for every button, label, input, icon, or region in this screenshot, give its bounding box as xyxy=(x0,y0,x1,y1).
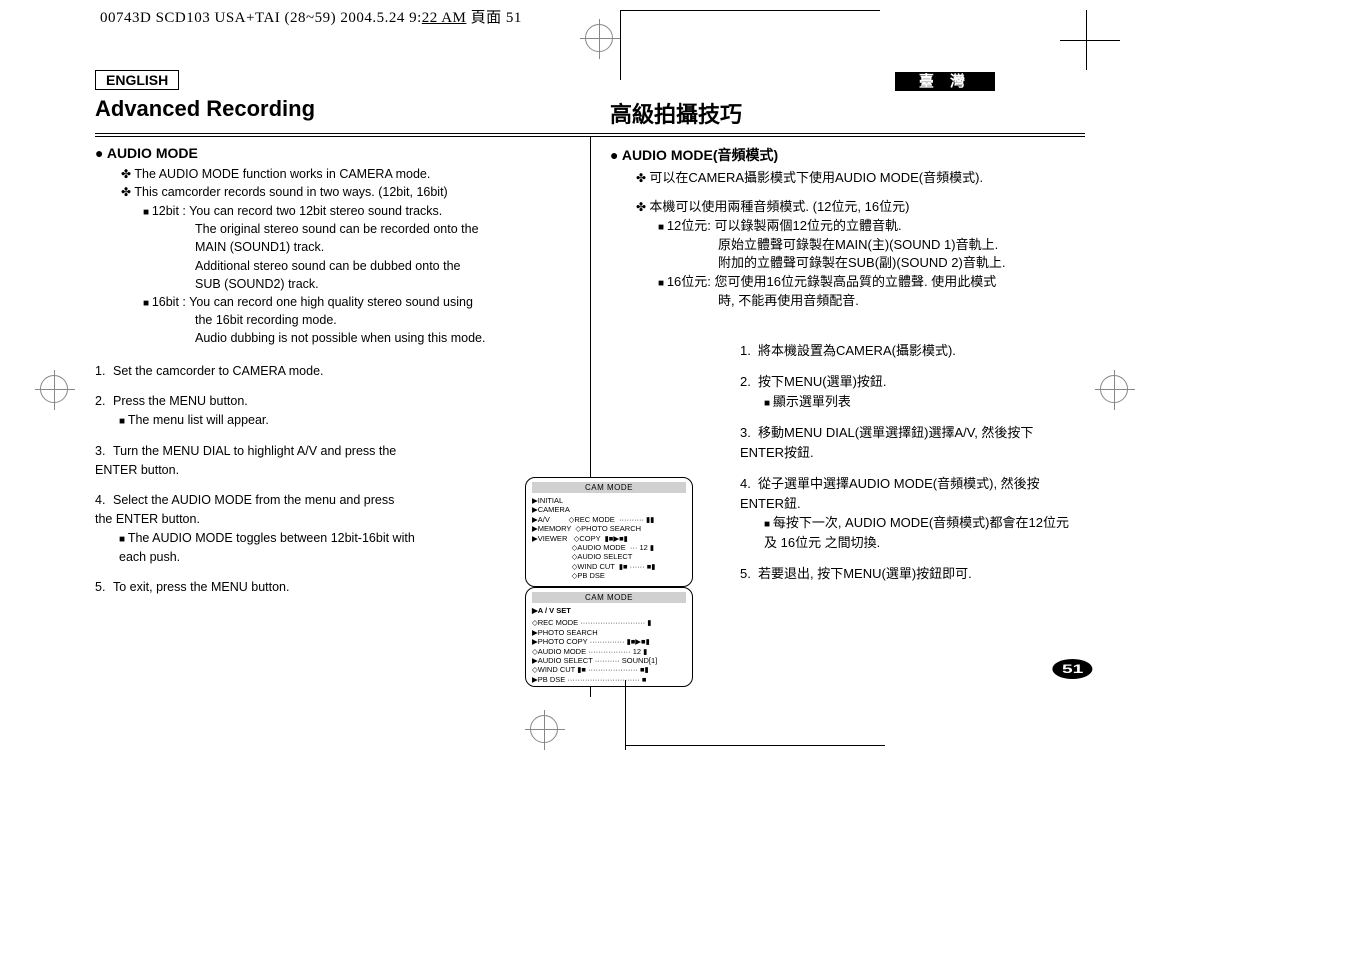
registration-mark xyxy=(1100,375,1128,403)
osd-row: ◇REC MODE ·························· ▮ xyxy=(532,618,686,627)
note: 本機可以使用兩種音頻模式. (12位元, 16位元) xyxy=(636,198,1085,217)
file-header: 00743D SCD103 USA+TAI (28~59) 2004.5.24 … xyxy=(100,6,522,27)
registration-mark xyxy=(40,375,68,403)
header-row: ENGLISH Advanced Recording 臺 灣 高級拍攝技巧 xyxy=(95,70,1085,133)
osd-row: ◇AUDIO MODE ················· 12 ▮ xyxy=(532,647,686,656)
crop-mark xyxy=(625,680,626,750)
crop-mark xyxy=(1086,10,1087,70)
section-heading-en: AUDIO MODE xyxy=(95,145,570,161)
header-page-num: 51 xyxy=(506,10,522,26)
osd-row: ▶INITIAL xyxy=(532,496,686,505)
header-prefix: 00743D SCD103 USA+TAI (28~59) 2004.5.24 … xyxy=(100,10,422,26)
osd-row: ▶MEMORY ◇PHOTO SEARCH xyxy=(532,524,686,533)
note: 可以在CAMERA攝影模式下使用AUDIO MODE(音頻模式). xyxy=(636,169,1085,188)
osd-menu-1: CAM MODE ▶INITIAL ▶CAMERA ▶A/V ◇REC MODE… xyxy=(525,477,693,587)
osd-title: CAM MODE xyxy=(532,482,686,493)
osd-row: ▶CAMERA xyxy=(532,505,686,514)
step-text: Press the MENU button. xyxy=(113,394,248,408)
osd-row: ▶A/V ◇REC MODE ·········· ▮▮ xyxy=(532,515,686,524)
osd-row: ▶VIEWER ◇COPY ▮■▶■▮ xyxy=(532,534,686,543)
note: This camcorder records sound in two ways… xyxy=(121,183,570,201)
note: Additional stereo sound can be dubbed on… xyxy=(195,257,570,275)
step-text: 移動MENU DIAL(選單選擇鈕)選擇A/V, 然後按下ENTER按鈕. xyxy=(740,425,1033,460)
osd-row: ▶AUDIO SELECT ·········· SOUND[1] xyxy=(532,656,686,665)
osd-title: CAM MODE xyxy=(532,592,686,603)
language-label-cn: 臺 灣 xyxy=(895,72,995,91)
step-sub: The menu list will appear. xyxy=(119,411,415,430)
page-number-value: 51 xyxy=(1052,659,1093,679)
osd-row: ◇WIND CUT ▮■ ······ ■▮ xyxy=(532,562,686,571)
registration-mark xyxy=(530,715,558,743)
osd-row: ◇PB DSE xyxy=(532,571,686,580)
step-text: Set the camcorder to CAMERA mode. xyxy=(113,364,324,378)
note: Audio dubbing is not possible when using… xyxy=(195,329,570,347)
registration-mark xyxy=(585,24,613,52)
note: 12位元: 可以錄製兩個12位元的立體音軌. xyxy=(658,217,1085,236)
osd-row: ▶PB DSE ····························· ■ xyxy=(532,675,686,684)
note: 12bit : You can record two 12bit stereo … xyxy=(143,202,570,221)
note: The original stereo sound can be recorde… xyxy=(195,220,570,238)
osd-row: ◇AUDIO MODE ··· 12 ▮ xyxy=(532,543,686,552)
osd-menu-2: CAM MODE ▶A / V SET ◇REC MODE ··········… xyxy=(525,587,693,687)
note: 時, 不能再使用音頻配音. xyxy=(718,292,1085,311)
note: MAIN (SOUND1) track. xyxy=(195,238,570,256)
step-text: 按下MENU(選單)按鈕. xyxy=(758,374,887,389)
note: 附加的立體聲可錄製在SUB(副)(SOUND 2)音軌上. xyxy=(718,254,1085,273)
step-text: Select the AUDIO MODE from the menu and … xyxy=(95,493,394,526)
header-page-label: 頁面 xyxy=(471,10,502,26)
osd-row: ▶PHOTO SEARCH xyxy=(532,628,686,637)
note: The AUDIO MODE function works in CAMERA … xyxy=(121,165,570,183)
note: the 16bit recording mode. xyxy=(195,311,570,329)
step-sub: 顯示選單列表 xyxy=(764,392,1070,412)
osd-row: ▶A / V SET xyxy=(532,606,686,615)
osd-row: ◇AUDIO SELECT xyxy=(532,552,686,561)
note: 原始立體聲可錄製在MAIN(主)(SOUND 1)音軌上. xyxy=(718,236,1085,255)
osd-row: ◇WIND CUT ▮■ ···················· ■▮ xyxy=(532,665,686,674)
step-text: 將本機設置為CAMERA(攝影模式). xyxy=(758,343,956,358)
crop-mark xyxy=(1060,40,1120,41)
crop-mark xyxy=(625,745,885,746)
left-column: AUDIO MODE The AUDIO MODE function works… xyxy=(95,137,590,609)
step-text: Turn the MENU DIAL to highlight A/V and … xyxy=(95,444,396,477)
divider xyxy=(95,133,1085,134)
language-label-en: ENGLISH xyxy=(95,70,179,90)
page-number: 51 xyxy=(1060,659,1085,679)
page-body: ENGLISH Advanced Recording 臺 灣 高級拍攝技巧 AU… xyxy=(95,70,1085,609)
step-sub: 每按下一次, AUDIO MODE(音頻模式)都會在12位元 及 16位元 之間… xyxy=(764,513,1070,552)
page-title-cn: 高級拍攝技巧 xyxy=(610,97,1085,129)
note: SUB (SOUND2) track. xyxy=(195,275,570,293)
step-text: 若要退出, 按下MENU(選單)按鈕即可. xyxy=(758,566,972,581)
step-text: 從子選單中選擇AUDIO MODE(音頻模式), 然後按ENTER鈕. xyxy=(740,476,1040,511)
section-heading-cn: AUDIO MODE(音頻模式) xyxy=(610,145,1085,165)
step-text: To exit, press the MENU button. xyxy=(113,580,289,594)
header-time: 22 AM xyxy=(422,10,467,26)
step-sub: The AUDIO MODE toggles between 12bit-16b… xyxy=(119,529,415,567)
note: 16位元: 您可使用16位元錄製高品質的立體聲. 使用此模式 xyxy=(658,273,1085,292)
osd-row: ▶PHOTO COPY ·············· ▮■▶■▮ xyxy=(532,637,686,646)
crop-mark xyxy=(620,10,880,11)
note: 16bit : You can record one high quality … xyxy=(143,293,570,312)
page-title-en: Advanced Recording xyxy=(95,96,570,122)
